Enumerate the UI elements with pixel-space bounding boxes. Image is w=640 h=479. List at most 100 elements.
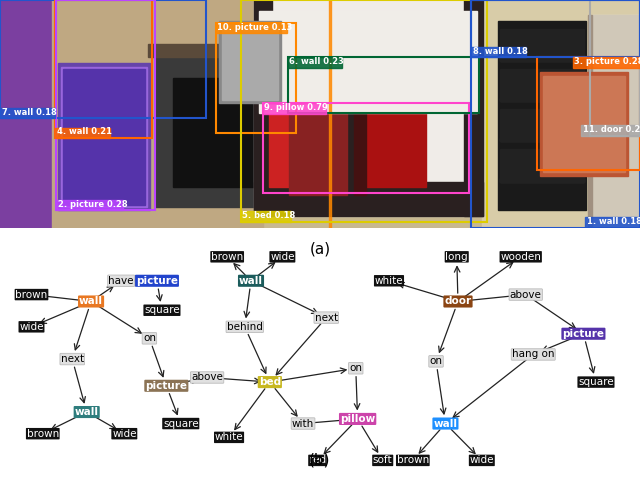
Bar: [58, 63, 150, 210]
Text: 6. wall 0.23: 6. wall 0.23: [289, 57, 344, 66]
Bar: [0, 108, 54, 118]
Text: 2. picture 0.28: 2. picture 0.28: [58, 200, 127, 208]
Bar: [241, 211, 291, 222]
Bar: [543, 76, 625, 172]
Text: wide: wide: [112, 429, 136, 439]
Text: on: on: [349, 363, 362, 373]
Text: 11. door 0.28: 11. door 0.28: [583, 125, 640, 134]
Bar: [216, 23, 296, 133]
Text: wide: wide: [270, 252, 294, 262]
Bar: [500, 57, 584, 61]
Bar: [500, 29, 584, 61]
Text: 7. wall 0.18: 7. wall 0.18: [1, 108, 56, 116]
Bar: [259, 11, 477, 113]
Bar: [465, 0, 483, 216]
Text: hang on: hang on: [512, 350, 554, 359]
Text: wooden: wooden: [500, 252, 541, 262]
Bar: [219, 21, 281, 103]
Bar: [500, 69, 584, 101]
Bar: [500, 98, 584, 101]
Text: wide: wide: [19, 322, 44, 332]
Bar: [241, 0, 486, 222]
Text: long: long: [445, 252, 468, 262]
Bar: [586, 217, 640, 228]
Text: 4. wall 0.21: 4. wall 0.21: [57, 127, 111, 136]
Text: (a): (a): [309, 241, 331, 256]
Bar: [500, 109, 584, 141]
Bar: [359, 24, 435, 49]
Bar: [216, 23, 287, 34]
Bar: [497, 21, 586, 210]
Text: brown: brown: [397, 456, 429, 466]
Text: wall: wall: [79, 297, 103, 307]
Bar: [500, 138, 584, 141]
Bar: [356, 21, 438, 53]
Text: soft: soft: [373, 456, 392, 466]
Bar: [288, 57, 342, 68]
Text: behind: behind: [227, 322, 262, 332]
Bar: [592, 15, 640, 228]
Bar: [581, 125, 640, 136]
Bar: [263, 103, 326, 114]
Bar: [56, 0, 156, 210]
Bar: [263, 103, 470, 193]
Bar: [0, 118, 640, 228]
Bar: [472, 47, 526, 57]
Text: brown: brown: [27, 429, 59, 439]
Text: on: on: [143, 333, 156, 343]
Bar: [573, 57, 640, 68]
Text: 5. bed 0.18: 5. bed 0.18: [243, 211, 296, 220]
Text: above: above: [510, 290, 541, 299]
Bar: [354, 106, 366, 195]
Text: door: door: [444, 297, 472, 307]
Text: picture: picture: [145, 381, 188, 391]
Bar: [52, 0, 263, 228]
Bar: [592, 15, 640, 228]
Text: 1. wall 0.18: 1. wall 0.18: [587, 217, 640, 226]
Bar: [537, 57, 640, 170]
Bar: [63, 69, 145, 205]
Bar: [361, 113, 426, 187]
Text: red: red: [309, 456, 326, 466]
Bar: [173, 78, 301, 187]
Bar: [254, 0, 272, 216]
Text: brown: brown: [15, 290, 47, 299]
Text: square: square: [578, 377, 614, 387]
Text: 10. picture 0.13: 10. picture 0.13: [217, 23, 292, 32]
Text: (b): (b): [309, 452, 331, 468]
Bar: [590, 0, 640, 136]
Text: 9. pillow 0.79: 9. pillow 0.79: [264, 103, 328, 112]
Bar: [341, 110, 363, 193]
Text: wall: wall: [433, 419, 458, 429]
Text: picture: picture: [136, 276, 178, 286]
Text: wall: wall: [239, 276, 263, 286]
Bar: [254, 182, 483, 216]
Text: on: on: [429, 356, 442, 366]
Bar: [254, 0, 483, 216]
Bar: [472, 0, 640, 228]
Text: wall: wall: [75, 407, 99, 417]
Text: square: square: [144, 305, 180, 315]
Text: 8. wall 0.18: 8. wall 0.18: [473, 47, 528, 56]
Bar: [500, 149, 584, 182]
Bar: [56, 200, 124, 210]
Text: white: white: [374, 276, 403, 286]
Text: next: next: [315, 313, 338, 323]
Text: pillow: pillow: [340, 414, 375, 424]
Bar: [148, 44, 329, 57]
Text: bed: bed: [259, 377, 281, 387]
Bar: [156, 52, 321, 207]
Text: next: next: [61, 354, 84, 364]
Text: have: have: [108, 276, 134, 286]
Text: picture: picture: [563, 329, 604, 339]
Text: brown: brown: [211, 252, 243, 262]
Text: square: square: [163, 419, 198, 429]
Bar: [540, 72, 628, 176]
Bar: [55, 127, 109, 138]
Bar: [55, 0, 152, 138]
Text: with: with: [292, 419, 314, 429]
Bar: [288, 57, 479, 113]
Text: 3. picture 0.28: 3. picture 0.28: [574, 57, 640, 66]
Text: white: white: [215, 433, 243, 443]
Bar: [472, 0, 640, 57]
